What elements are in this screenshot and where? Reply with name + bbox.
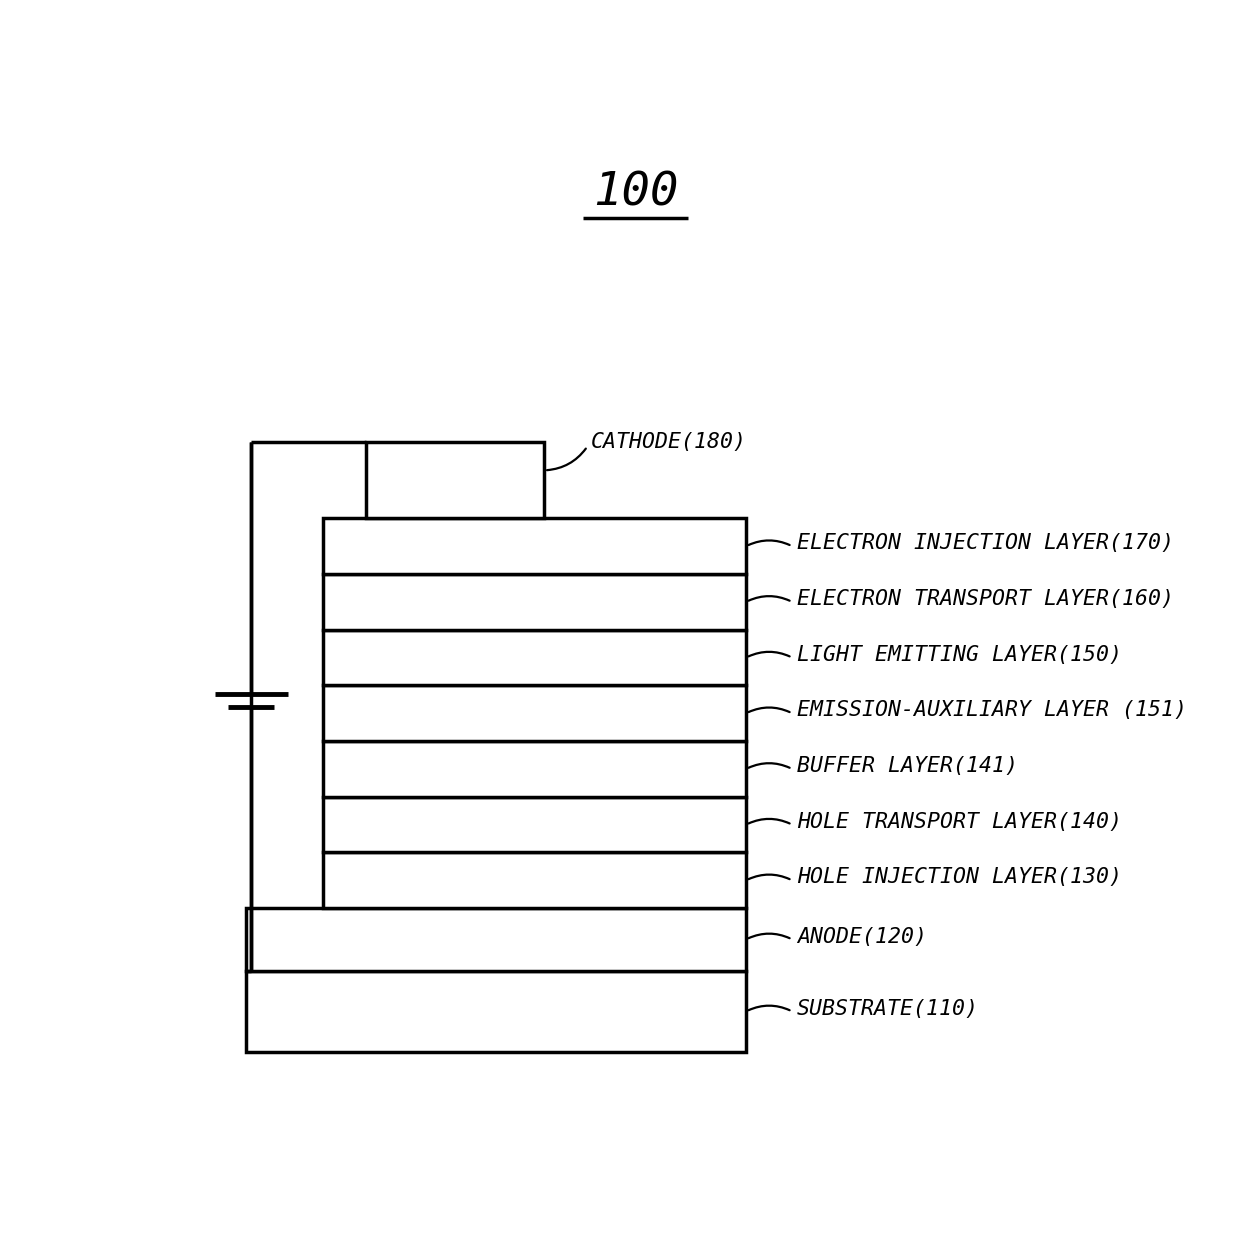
Bar [324, 853, 746, 908]
Text: LIGHT EMITTING LAYER(150): LIGHT EMITTING LAYER(150) [797, 645, 1122, 665]
Text: ELECTRON INJECTION LAYER(170): ELECTRON INJECTION LAYER(170) [797, 534, 1174, 554]
Bar [324, 574, 746, 630]
Bar [324, 630, 746, 686]
Text: BUFFER LAYER(141): BUFFER LAYER(141) [797, 756, 1018, 776]
Bar [324, 686, 746, 741]
Bar [367, 441, 544, 519]
Text: EMISSION-AUXILIARY LAYER (151): EMISSION-AUXILIARY LAYER (151) [797, 701, 1187, 721]
Text: ANODE(120): ANODE(120) [797, 927, 928, 946]
Text: SUBSTRATE(110): SUBSTRATE(110) [797, 999, 978, 1019]
Text: CATHODE(180): CATHODE(180) [590, 431, 746, 451]
Bar [324, 519, 746, 574]
Text: ELECTRON TRANSPORT LAYER(160): ELECTRON TRANSPORT LAYER(160) [797, 589, 1174, 609]
Text: HOLE INJECTION LAYER(130): HOLE INJECTION LAYER(130) [797, 868, 1122, 888]
Bar [324, 797, 746, 853]
Text: HOLE TRANSPORT LAYER(140): HOLE TRANSPORT LAYER(140) [797, 812, 1122, 832]
Bar [247, 908, 746, 970]
Bar [247, 970, 746, 1052]
Bar [324, 741, 746, 797]
Text: 100: 100 [593, 171, 678, 216]
